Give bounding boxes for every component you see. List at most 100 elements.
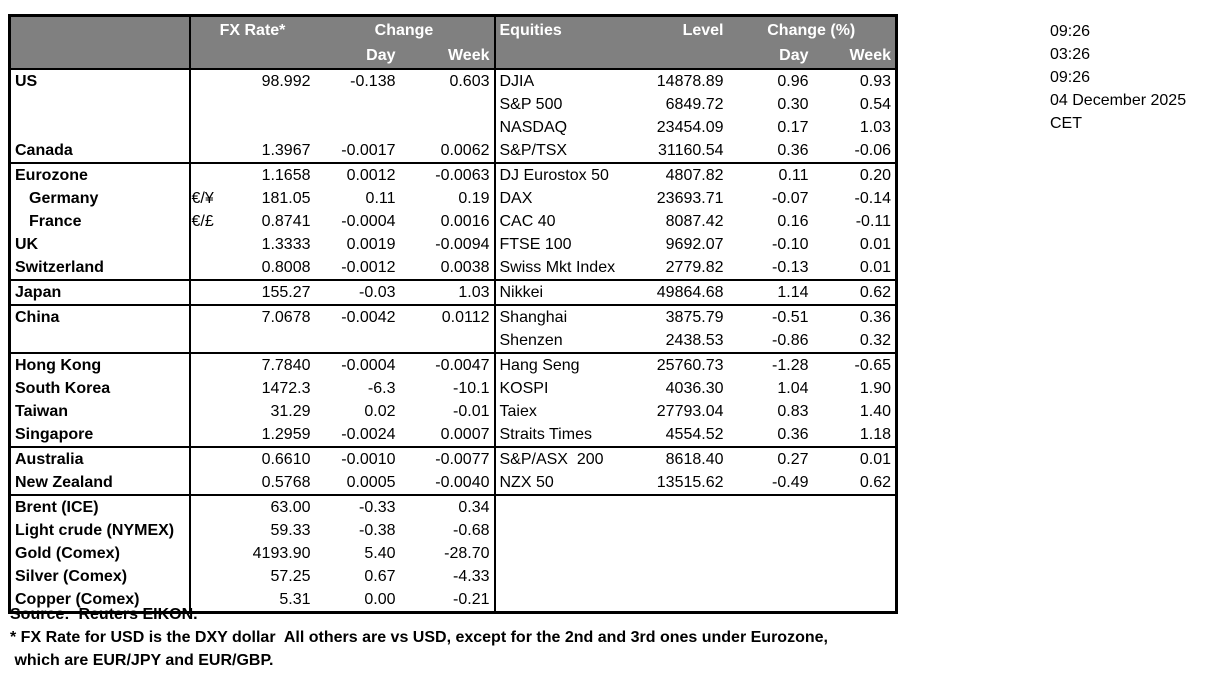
equity-level-cell [642,519,728,542]
equity-week-change-cell: 0.36 [812,304,897,329]
equity-day-change-cell [728,565,813,588]
equity-week-change-cell: 1.18 [859,426,891,443]
currency-pair-cell: €/¥ [191,190,214,207]
fx-rate-footnote-line1: * FX Rate for USD is the DXY dollar All … [10,629,828,646]
fx-label-cell [9,116,191,139]
fx-label-cell: UK [9,233,191,256]
equity-week-change-cell: 0.93 [812,68,897,93]
equity-name-cell [495,542,642,565]
fx-label-cell: Eurozone [9,162,191,187]
header-row-daysweeks: Day Week Day Week [10,43,897,69]
currency-pair-cell [190,542,216,565]
equity-day-change-cell: 0.27 [727,446,813,471]
equity-level-cell: 2438.53 [665,332,724,349]
equity-day-change-cell: 0.36 [777,426,809,443]
equity-day-change-cell [727,494,813,519]
fx-label-cell: France [9,210,191,233]
timezone-label: CET [1050,115,1082,132]
fx-day-change-cell [315,93,400,116]
fx-rate-cell: 4193.90 [252,545,311,562]
equities-change-pct-header: Change (%) [727,15,897,43]
equity-week-change-cell: 1.03 [859,119,891,136]
equity-level-cell: 4807.82 [641,162,728,187]
fx-rate-cell: 59.33 [270,522,311,539]
equity-name-cell: S&P/ASX 200 [494,446,642,471]
equity-name-cell: Swiss Mkt Index [499,259,616,276]
currency-pair-cell [190,423,216,447]
currency-pair-cell [189,304,216,329]
equity-level-cell: 27793.04 [656,403,724,420]
currency-pair-cell [190,233,216,256]
table-row: Shenzen 2438.53 -0.86 0.32 [9,329,897,353]
table-row: New Zealand 0.5768 0.0005 -0.0040 NZX 50 1351… [9,471,897,495]
fx-day-change-cell: 0.0019 [346,236,396,253]
fx-week-change-cell: -0.21 [399,588,496,613]
equity-name-cell: Taiex [499,403,537,420]
equity-week-change-cell: 0.32 [859,332,891,349]
table-row: Brent (ICE) 63.00 -0.33 0.34 [9,494,897,519]
fx-label-cell: Japan [9,279,191,305]
table-row: Taiwan 31.29 0.02 -0.01 Taiex 27793.04 0.83 1.4… [9,400,897,423]
equity-name-cell: NASDAQ [499,119,568,136]
fx-rate-cell: 5.31 [279,591,311,608]
fx-rate-cell: 0.6610 [215,446,315,471]
fx-rate-cell: 1.3967 [261,142,311,159]
equity-level-cell: 2779.82 [665,259,724,276]
footnote-block: Source: Reuters EIKON. * FX Rate for USD… [10,603,828,672]
fx-label-cell: Germany [9,187,191,210]
equity-day-change-cell: 0.83 [777,403,809,420]
fx-week-change-cell [399,93,496,116]
fx-day-change-cell: 0.67 [364,568,396,585]
fx-label-cell: China [9,304,191,329]
table-row: Copper (Comex) 5.31 0.00 -0.21 [9,588,897,613]
fx-day-header: Day [314,43,400,69]
equity-week-change-cell: 0.01 [859,236,891,253]
fx-week-change-cell: 0.0062 [399,139,496,163]
fx-day-change-cell: -0.0004 [341,213,396,230]
table-header: FX Rate* Change Equities Level Change (%… [9,15,897,69]
fx-rate-cell: 155.27 [215,279,315,305]
fx-week-change-cell: 0.0007 [399,423,496,447]
fx-rate-cell: 1.1658 [215,162,315,187]
fx-day-change-cell: 0.02 [364,403,396,420]
currency-pair-cell: €/£ [191,213,214,230]
fx-day-change-cell: 0.0012 [314,162,400,187]
table-row: China 7.0678 -0.0042 0.0112 Shanghai 3875.79-… [9,304,897,329]
table-body: US 98.992 -0.138 0.603 DJIA 14878.89 0.96 0.93 S… [9,68,897,613]
equity-day-change-cell: -1.28 [727,352,813,377]
equities-header: Equities [494,15,642,43]
equity-level-cell: 8087.42 [665,213,724,230]
fx-label-cell [9,329,191,353]
fx-day-change-cell: 5.40 [364,545,396,562]
timestamp-3: 09:26 [1050,69,1091,86]
equity-level-cell: 25760.73 [641,352,728,377]
equity-name-cell: NZX 50 [499,474,554,491]
equity-day-change-cell [728,519,813,542]
fx-day-change-cell: -0.0017 [341,142,396,159]
equity-name-cell [495,565,642,588]
equity-name-cell: Shenzen [499,332,563,349]
fx-week-change-cell [399,116,496,139]
equity-week-change-cell: 0.20 [812,162,897,187]
equity-name-cell: Nikkei [494,279,642,305]
equity-level-cell: 23693.71 [656,190,724,207]
equity-name-cell: FTSE 100 [499,236,572,253]
fx-day-change-cell: 0.00 [364,591,396,608]
header-spacer-cell [641,43,728,69]
equity-level-cell [641,494,728,519]
equity-day-change-cell: -0.13 [772,259,809,276]
equity-week-change-cell: -0.11 [855,213,891,230]
fx-week-change-cell: 0.0016 [399,210,496,233]
fx-rate-cell: 63.00 [215,494,315,519]
fx-label-cell: Hong Kong [9,352,191,377]
fx-label-cell: Singapore [9,423,191,447]
fx-rate-cell: 181.05 [261,190,311,207]
fx-day-change-cell: 0.0005 [346,474,396,491]
fx-rate-cell: 0.8008 [261,259,311,276]
fx-rate-cell: 57.25 [270,568,311,585]
timestamp-2: 03:26 [1050,46,1091,63]
fx-rate-cell: 7.7840 [215,352,315,377]
table-row: NASDAQ 23454.09 0.17 1.03 [9,116,897,139]
fx-change-header: Change [314,15,496,43]
equity-day-change-cell: 0.16 [777,213,809,230]
